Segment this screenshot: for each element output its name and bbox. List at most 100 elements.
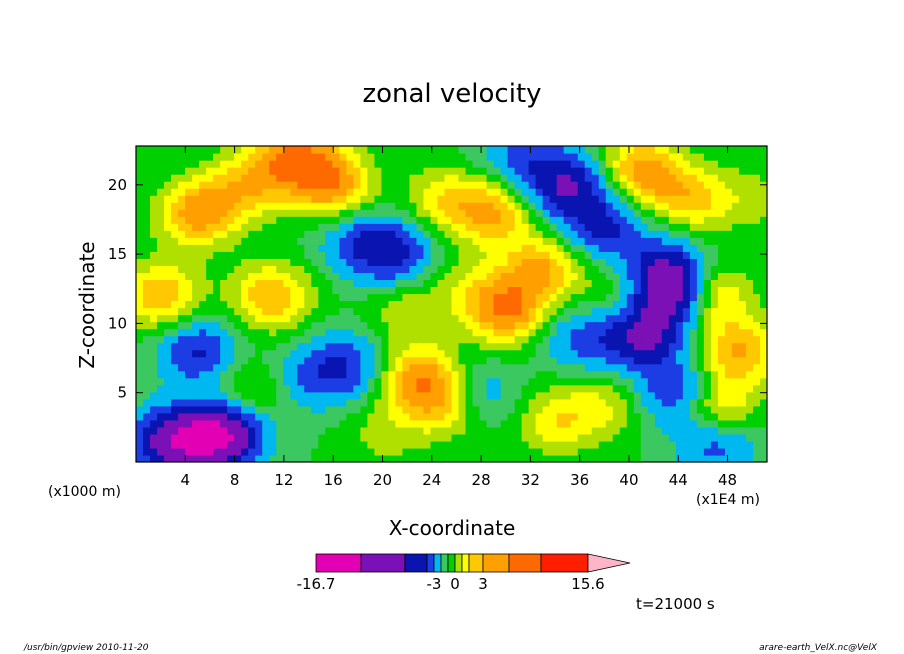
field-cell	[157, 174, 165, 182]
field-cell	[374, 293, 382, 302]
field-cell	[409, 377, 418, 386]
field-cell	[556, 202, 565, 210]
field-cell	[521, 307, 530, 316]
field-cell	[472, 188, 481, 196]
field-cell	[696, 454, 705, 462]
field-cell	[234, 454, 242, 462]
field-cell	[682, 363, 691, 372]
field-cell	[640, 153, 649, 161]
field-cell	[171, 293, 179, 302]
field-cell	[339, 314, 347, 323]
field-cell	[640, 398, 649, 407]
field-cell	[759, 321, 767, 330]
field-cell	[647, 174, 656, 182]
field-cell	[143, 223, 151, 231]
field-cell	[318, 454, 326, 462]
field-cell	[395, 335, 404, 344]
field-cell	[619, 237, 628, 245]
field-cell	[199, 447, 207, 456]
field-cell	[682, 153, 691, 161]
field-cell	[332, 363, 340, 372]
field-cell	[283, 216, 291, 224]
field-cell	[388, 426, 397, 435]
field-cell	[472, 377, 481, 386]
field-cell	[157, 237, 165, 245]
field-cell	[738, 328, 747, 337]
field-cell	[696, 412, 705, 421]
field-cell	[388, 342, 397, 351]
field-cell	[584, 342, 593, 351]
field-cell	[402, 433, 411, 442]
field-cell	[626, 328, 635, 337]
field-cell	[507, 251, 516, 259]
field-cell	[360, 454, 368, 462]
field-cell	[689, 370, 698, 379]
field-cell	[451, 251, 460, 259]
field-cell	[682, 237, 691, 245]
field-cell	[514, 440, 523, 449]
field-cell	[409, 454, 418, 462]
field-cell	[157, 440, 165, 449]
field-cell	[535, 209, 544, 217]
field-cell	[423, 440, 432, 449]
field-cell	[640, 314, 649, 323]
field-cell	[444, 433, 453, 442]
field-cell	[178, 188, 186, 196]
field-cell	[493, 174, 502, 182]
field-cell	[591, 146, 600, 154]
field-cell	[612, 412, 621, 421]
field-cell	[269, 363, 277, 372]
field-cell	[444, 363, 453, 372]
field-cell	[521, 391, 530, 400]
field-cell	[598, 202, 607, 210]
field-cell	[164, 335, 172, 344]
field-cell	[703, 146, 712, 154]
field-cell	[437, 230, 446, 238]
field-cell	[374, 244, 382, 252]
field-cell	[346, 412, 354, 421]
field-cell	[234, 202, 242, 210]
field-cell	[276, 314, 284, 323]
field-cell	[388, 363, 397, 372]
field-cell	[654, 349, 663, 358]
field-cell	[626, 244, 635, 252]
field-cell	[458, 321, 467, 330]
field-cell	[675, 356, 684, 365]
field-cell	[598, 293, 607, 302]
field-cell	[717, 321, 726, 330]
field-cell	[472, 300, 481, 309]
field-cell	[500, 356, 509, 365]
field-cell	[402, 384, 411, 393]
field-cell	[157, 363, 165, 372]
field-cell	[542, 202, 551, 210]
field-cell	[724, 398, 733, 407]
field-cell	[423, 384, 432, 393]
footer-right: arare-earth_VelX.nc@VelX	[759, 643, 878, 653]
field-cell	[304, 398, 312, 407]
field-cell	[710, 223, 719, 231]
field-cell	[409, 293, 418, 302]
field-cell	[346, 251, 354, 259]
field-cell	[388, 160, 397, 168]
field-cell	[402, 314, 411, 323]
field-cell	[185, 447, 193, 456]
field-cell	[269, 370, 277, 379]
field-cell	[171, 209, 179, 217]
field-cell	[346, 377, 354, 386]
field-cell	[150, 314, 158, 323]
field-cell	[570, 160, 579, 168]
field-cell	[612, 279, 621, 288]
field-cell	[752, 405, 761, 414]
field-cell	[199, 160, 207, 168]
field-cell	[136, 209, 144, 217]
field-cell	[423, 160, 432, 168]
field-cell	[297, 202, 305, 210]
field-cell	[437, 286, 446, 295]
field-cell	[577, 447, 586, 456]
field-cell	[549, 398, 558, 407]
field-cell	[164, 195, 172, 203]
field-cell	[353, 279, 361, 288]
field-cell	[682, 216, 691, 224]
field-cell	[682, 440, 691, 449]
field-cell	[745, 153, 754, 161]
